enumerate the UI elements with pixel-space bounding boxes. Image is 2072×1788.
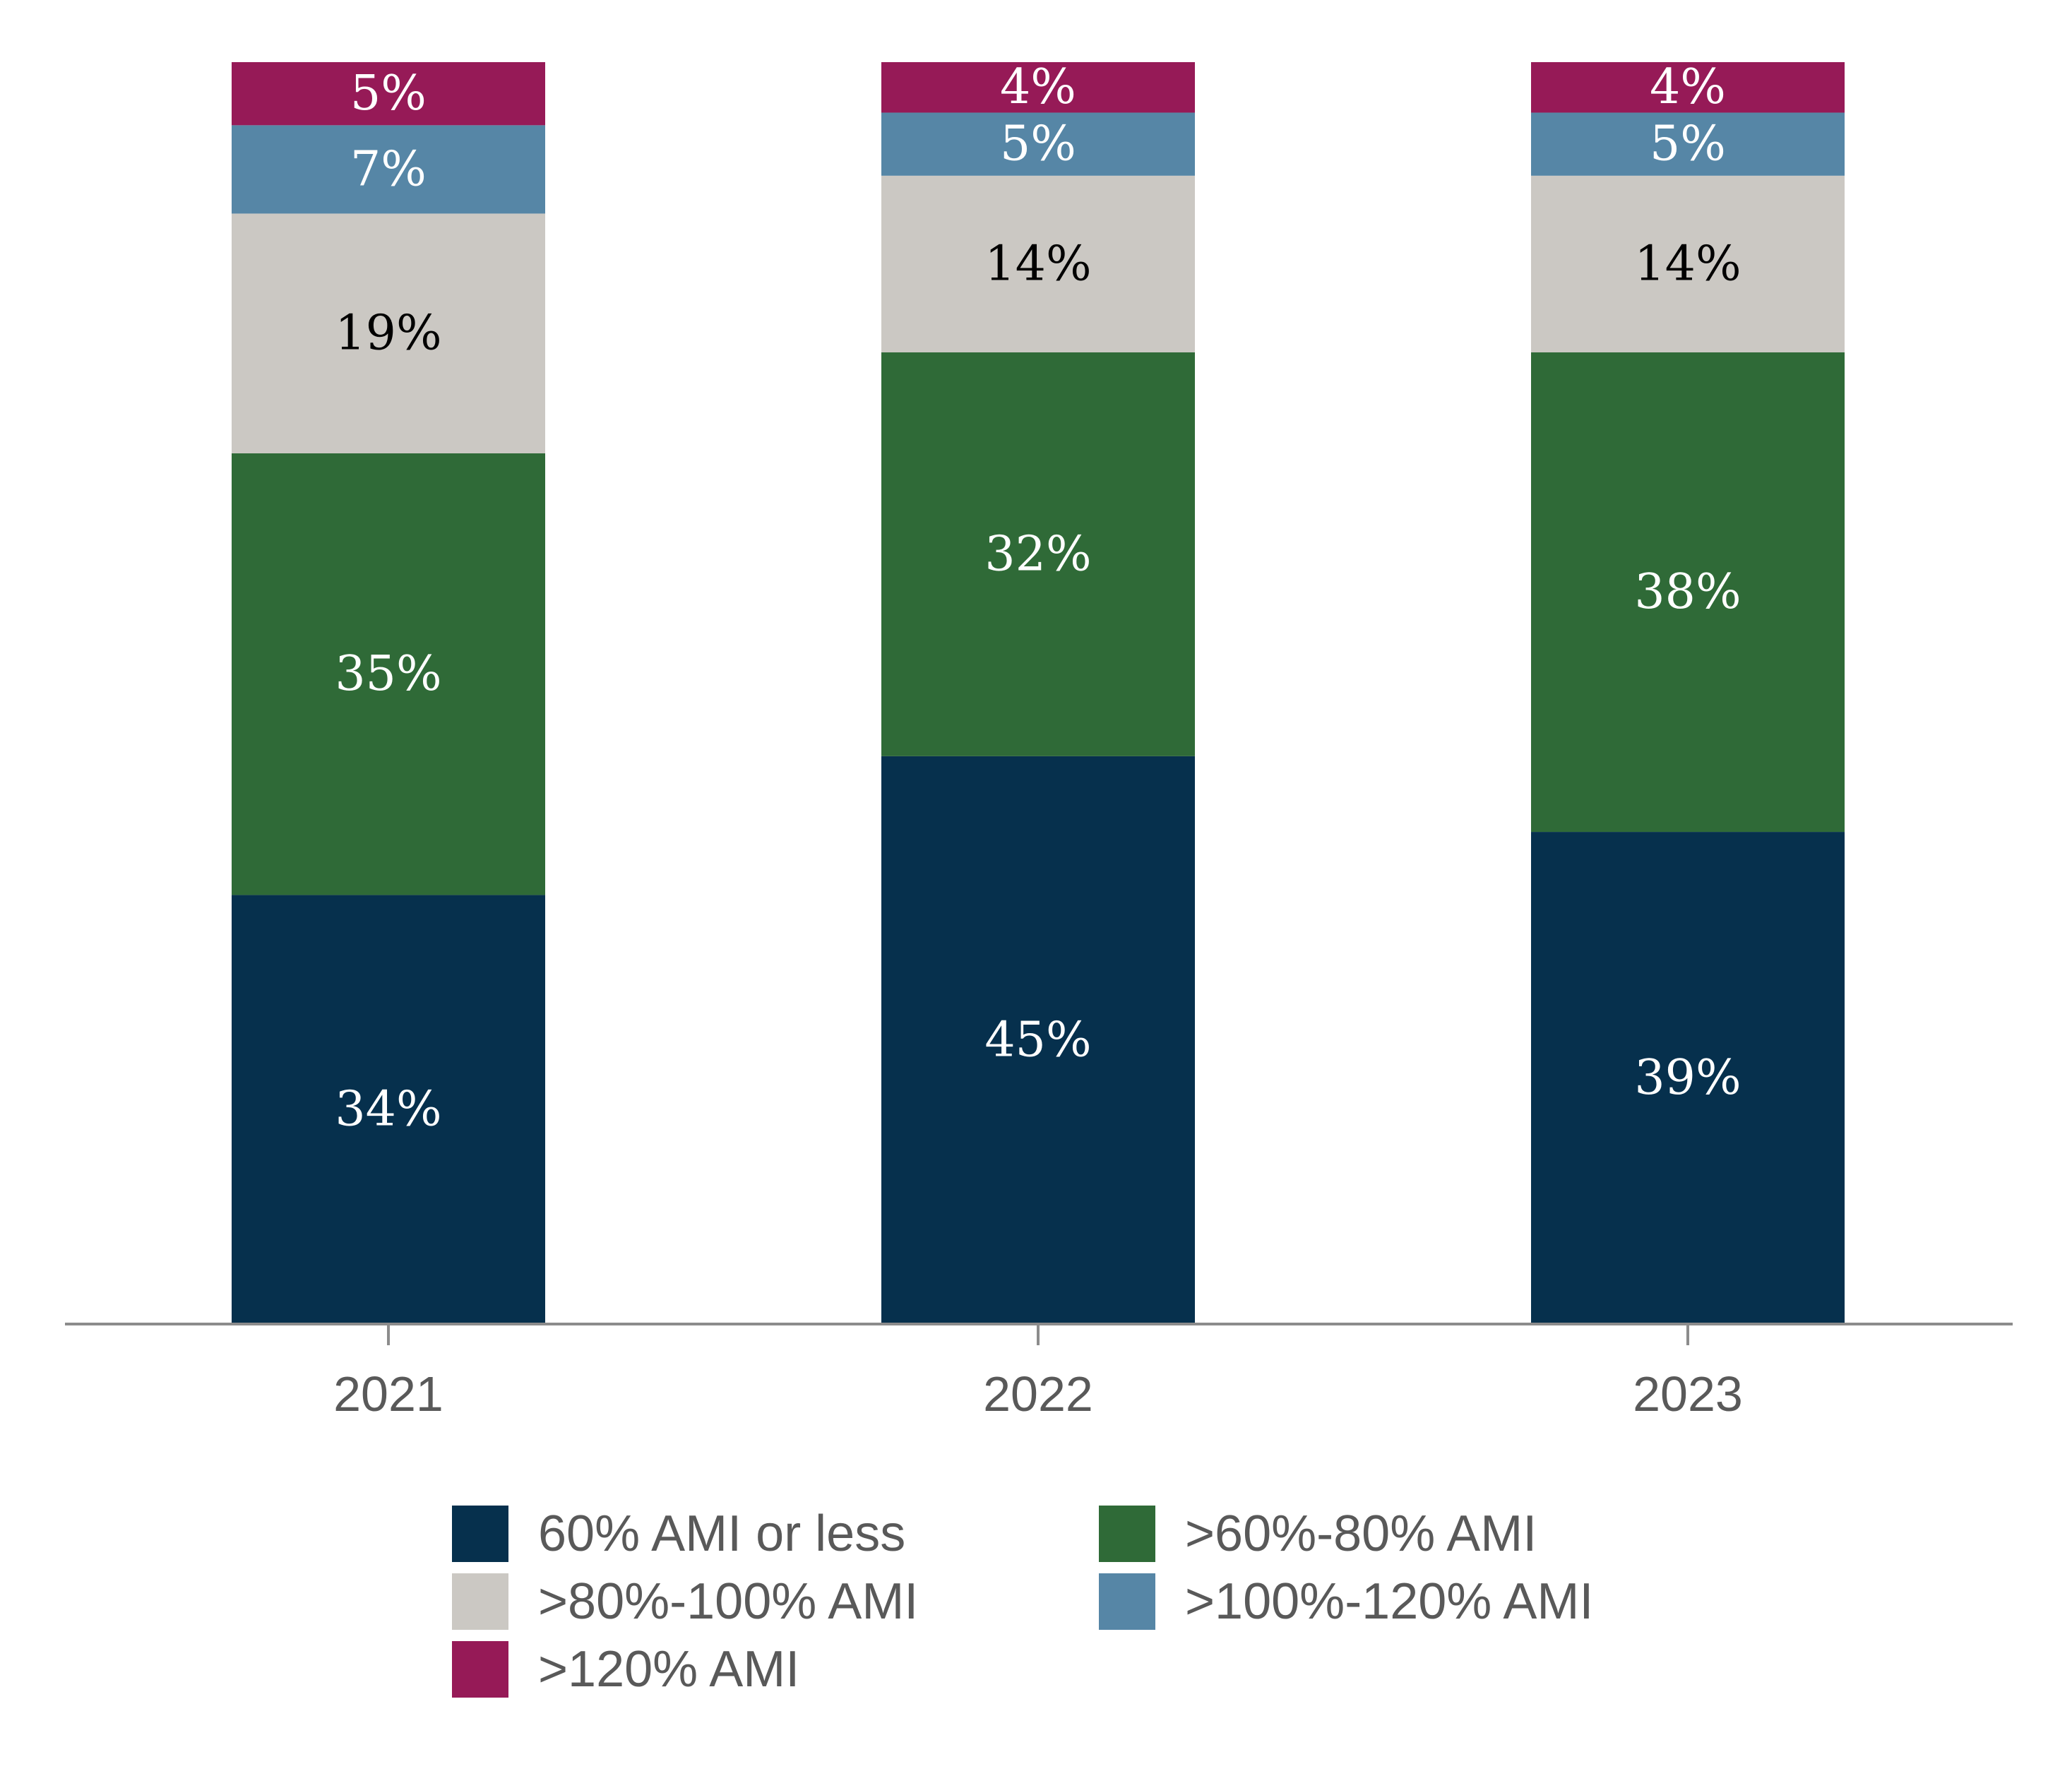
legend-label-3: >80%-100% AMI bbox=[538, 1573, 918, 1630]
data-label-2022-5: 4% bbox=[1000, 59, 1076, 115]
legend-swatch-1 bbox=[452, 1506, 508, 1562]
data-label-2021-5: 5% bbox=[350, 66, 427, 121]
legend-label-1: 60% AMI or less bbox=[538, 1506, 905, 1562]
legend-swatch-4 bbox=[1099, 1573, 1155, 1630]
x-axis: 2021 2022 2023 bbox=[65, 1323, 2013, 1422]
bar-segment-2021-2 bbox=[232, 453, 545, 895]
bar-segment-2021-4 bbox=[232, 125, 545, 214]
legend: 60% AMI or less >60%-80% AMI >80%-100% AMI… bbox=[452, 1506, 1593, 1698]
legend-swatch-2 bbox=[1099, 1506, 1155, 1562]
legend-label-2: >60%-80% AMI bbox=[1185, 1506, 1537, 1562]
data-label-2021-3: 19% bbox=[335, 306, 441, 362]
segment-labels-layer: 34%35%19%7%5%45%32%14%5%4%39%38%14%5%4% bbox=[335, 59, 1741, 1137]
data-label-2022-1: 45% bbox=[984, 1012, 1091, 1068]
bars-layer bbox=[232, 62, 1845, 1324]
data-label-2021-4: 7% bbox=[350, 141, 427, 197]
data-label-2023-3: 14% bbox=[1634, 236, 1741, 292]
bar-segment-2021-5 bbox=[232, 62, 545, 126]
data-label-2021-2: 35% bbox=[335, 646, 441, 702]
data-label-2023-4: 5% bbox=[1650, 117, 1726, 172]
bar-segment-2023-4 bbox=[1531, 112, 1845, 176]
bar-segment-2022-3 bbox=[881, 175, 1195, 353]
data-label-2021-1: 34% bbox=[335, 1082, 441, 1138]
legend-swatch-5 bbox=[452, 1641, 508, 1698]
legend-label-5: >120% AMI bbox=[538, 1641, 799, 1698]
x-tick-label-2022: 2022 bbox=[983, 1366, 1093, 1422]
bar-segment-2022-5 bbox=[881, 62, 1195, 113]
legend-swatch-3 bbox=[452, 1573, 508, 1630]
data-label-2022-4: 5% bbox=[1000, 117, 1076, 172]
data-label-2023-1: 39% bbox=[1634, 1050, 1741, 1106]
bar-segment-2021-1 bbox=[232, 895, 545, 1324]
data-label-2023-2: 38% bbox=[1634, 564, 1741, 620]
data-label-2022-2: 32% bbox=[984, 526, 1091, 582]
x-tick-label-2021: 2021 bbox=[333, 1366, 443, 1422]
bar-segment-2023-2 bbox=[1531, 352, 1845, 833]
bar-segment-2022-2 bbox=[881, 352, 1195, 756]
bar-segment-2022-4 bbox=[881, 112, 1195, 176]
x-tick-label-2023: 2023 bbox=[1633, 1366, 1743, 1422]
legend-label-4: >100%-120% AMI bbox=[1185, 1573, 1593, 1630]
bar-segment-2023-1 bbox=[1531, 832, 1845, 1324]
data-label-2023-5: 4% bbox=[1650, 59, 1726, 115]
bar-segment-2021-3 bbox=[232, 213, 545, 453]
bar-segment-2022-1 bbox=[881, 756, 1195, 1324]
data-label-2022-3: 14% bbox=[984, 236, 1091, 292]
bar-segment-2023-3 bbox=[1531, 175, 1845, 353]
bar-segment-2023-5 bbox=[1531, 62, 1845, 113]
